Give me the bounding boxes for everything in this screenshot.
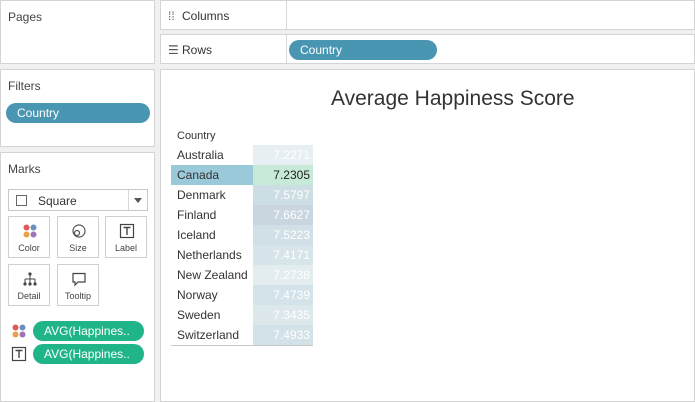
rows-shelf-label: ☰ Rows [168,43,212,57]
rows-shelf[interactable]: ☰ Rows Country [160,34,695,64]
rows-icon: ☰ [168,43,179,57]
filters-panel: Filters Country [0,69,155,147]
country-cell[interactable]: Denmark [177,188,226,202]
columns-shelf[interactable]: ⁞⁞ Columns [160,0,695,30]
marks-panel: Marks Square Color Size Label [0,152,155,402]
view-title: Average Happiness Score [331,87,575,110]
table-row[interactable]: Switzerland 7.4933 [171,325,313,345]
color-button[interactable]: Color [8,216,50,258]
marks-title: Marks [8,162,41,176]
tooltip-button-label: Tooltip [64,291,91,301]
happiness-value-cell[interactable]: 7.5223 [253,225,313,245]
happiness-value-cell[interactable]: 7.4171 [253,245,313,265]
color-dots-icon [12,324,26,338]
country-cell[interactable]: Iceland [177,228,216,242]
happiness-value-cell[interactable]: 7.2738 [253,265,313,285]
happiness-value-cell[interactable]: 7.2271 [253,145,313,165]
size-button-label: Size [69,243,87,253]
columns-icon: ⁞⁞ [168,9,175,23]
rows-country-pill[interactable]: Country [289,40,437,60]
happiness-value-cell[interactable]: 7.2305 [253,165,313,185]
pages-title: Pages [8,10,43,24]
label-button[interactable]: Label [105,216,147,258]
label-text-icon [11,346,27,362]
table-row[interactable]: Australia 7.2271 [171,145,313,165]
country-cell[interactable]: Finland [177,208,217,222]
color-dots-icon [23,224,37,238]
country-cell[interactable]: New Zealand [177,268,248,282]
happiness-value-cell[interactable]: 7.6627 [253,205,313,225]
country-column-header[interactable]: Country [177,130,216,142]
tooltip-bubble-icon [72,272,86,287]
pages-panel: Pages [0,0,155,64]
detail-button[interactable]: Detail [8,264,50,306]
table-row[interactable]: Norway 7.4739 [171,285,313,305]
tooltip-button[interactable]: Tooltip [57,264,99,306]
mark-type-label: Square [38,194,77,208]
rows-label: Rows [182,43,213,57]
country-cell[interactable]: Netherlands [177,248,242,262]
table-row[interactable]: Sweden 7.3435 [171,305,313,325]
country-cell[interactable]: Switzerland [177,328,240,342]
columns-label: Columns [182,9,230,23]
country-cell[interactable]: Sweden [177,308,221,322]
label-text-icon [119,223,135,239]
detail-button-label: Detail [17,291,41,301]
happiness-value-cell[interactable]: 7.4933 [253,325,313,345]
color-encoding-row: AVG(Happines.. [11,321,145,341]
table-row[interactable]: New Zealand 7.2738 [171,265,313,285]
table-row[interactable]: Canada 7.2305 [171,165,313,185]
happiness-value-cell[interactable]: 7.5797 [253,185,313,205]
mark-type-dropdown[interactable]: Square [8,189,148,211]
view-panel: Average Happiness Score Country Australi… [160,69,695,402]
country-cell[interactable]: Canada [171,165,253,185]
happiness-value-cell[interactable]: 7.3435 [253,305,313,325]
square-icon [16,195,27,206]
label-button-label: Label [114,243,138,253]
columns-shelf-label: ⁞⁞ Columns [168,9,229,23]
label-encoding-pill[interactable]: AVG(Happines.. [33,344,144,364]
filter-country-pill[interactable]: Country [6,103,150,123]
country-cell[interactable]: Norway [177,288,218,302]
shelf-divider [286,1,287,29]
label-encoding-row: AVG(Happines.. [11,344,145,364]
dropdown-divider [128,190,129,210]
happiness-value-cell[interactable]: 7.4739 [253,285,313,305]
color-encoding-pill[interactable]: AVG(Happines.. [33,321,144,341]
text-table: Australia 7.2271 Canada 7.2305 Denmark 7.5797… [171,145,313,346]
chevron-down-icon [134,198,142,203]
detail-tree-icon [23,272,37,286]
color-button-label: Color [18,243,40,253]
filters-title: Filters [8,79,41,93]
country-cell[interactable]: Australia [177,148,224,162]
table-row[interactable]: Finland 7.6627 [171,205,313,225]
table-row[interactable]: Iceland 7.5223 [171,225,313,245]
shelf-divider [286,35,287,63]
size-button[interactable]: Size [57,216,99,258]
table-row[interactable]: Denmark 7.5797 [171,185,313,205]
size-circles-icon [72,224,86,238]
table-row[interactable]: Netherlands 7.4171 [171,245,313,265]
